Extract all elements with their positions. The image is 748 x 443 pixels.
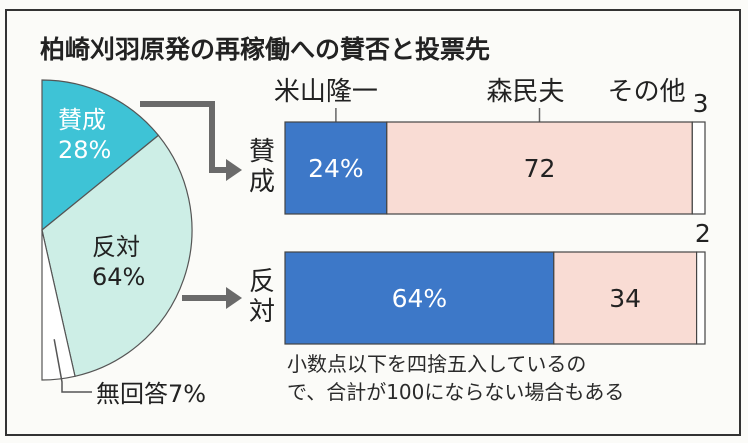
bar-row-label-1: 反対: [249, 267, 275, 327]
bar-row-0-segment-2: [691, 121, 706, 215]
footnote-line-2: で、合計が100にならない場合もある: [287, 380, 625, 404]
bar-row-1-value-0: 64%: [392, 284, 448, 313]
pie-slice-0: [41, 79, 160, 232]
arrow-to-support-head: [226, 159, 242, 181]
support-pie-chart: [41, 79, 193, 381]
pie-value-0: 28%: [58, 136, 111, 164]
bar-legend: 米山隆一 森民夫 その他: [274, 77, 686, 132]
bar-row-0-value-1: 72: [524, 154, 556, 183]
bar-row-0-value-2: 3: [693, 89, 709, 118]
bar-row-1-segment-1: [553, 251, 698, 345]
bar-row-1-value-2: 2: [695, 219, 711, 248]
pie-value-1: 64%: [92, 263, 145, 291]
legend-series-0: 米山隆一: [274, 77, 378, 107]
chart-title: 柏崎刈羽原発の再稼働への賛否と投票先: [40, 35, 490, 64]
bar-row-1-segment-2: [695, 251, 706, 345]
footnote-line-1: 小数点以下を四捨五入しているの: [287, 352, 587, 376]
bar-row-0-value-0: 24%: [308, 154, 364, 183]
legend-series-2: その他: [608, 77, 686, 107]
bar-row-0-segment-0: [284, 121, 388, 215]
bar-row-1-value-1: 34: [609, 284, 641, 313]
arrow-to-oppose-head: [226, 287, 242, 309]
pie-leader-line: [53, 339, 92, 393]
legend-series-1: 森民夫: [486, 77, 564, 107]
pie-slice-2: [41, 229, 76, 381]
footnote: 小数点以下を四捨五入しているの で、合計が100にならない場合もある: [287, 350, 737, 406]
connector-arrows: [140, 101, 242, 309]
pie-value-2: 無回答7%: [96, 380, 206, 408]
pie-label-0: 賛成: [58, 106, 106, 134]
outer-border: [5, 9, 741, 436]
pie-slice-1: [41, 134, 193, 378]
bar-row-1-segment-0: [284, 251, 555, 345]
bar-row-0-segment-1: [386, 121, 693, 215]
bar-row-label-0: 賛成: [249, 137, 275, 197]
pie-label-1: 反対: [92, 233, 140, 261]
arrow-to-support-shaft: [140, 101, 226, 173]
stacked-bar-chart: 賛成 24% 72 3 反対 64% 34 2: [249, 89, 711, 345]
